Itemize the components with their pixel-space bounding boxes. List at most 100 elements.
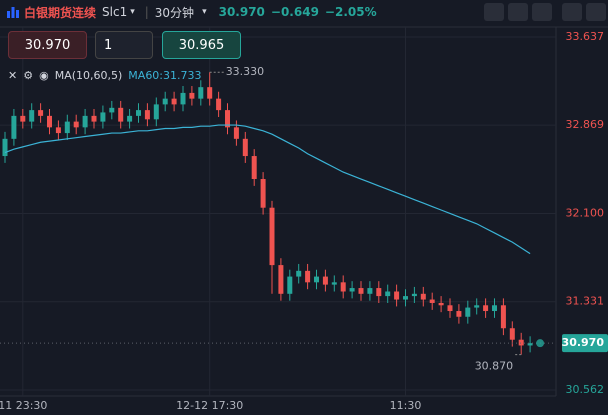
candle-body	[260, 179, 266, 208]
candle-body	[474, 305, 480, 308]
close-icon[interactable]: ✕	[8, 69, 18, 82]
x-tick-label: 12-12 17:30	[176, 399, 243, 412]
candle-body	[385, 291, 391, 297]
candle-body	[20, 115, 26, 122]
toolbar: 白银期货连续 Slc1 ▾ | 30分钟 ▾ 30.970 −0.649 −2.05…	[0, 0, 608, 24]
last-price-tag	[562, 334, 608, 353]
tool-button[interactable]	[562, 3, 582, 21]
tool-button[interactable]	[586, 3, 606, 21]
eye-icon[interactable]: ◉	[39, 69, 49, 82]
dropdown-arrow[interactable]: ▾	[202, 7, 207, 17]
price-change-pct: −2.05%	[324, 5, 377, 19]
x-tick-label: 11 23:30	[0, 399, 47, 412]
candle-body	[180, 92, 186, 105]
candle-body	[207, 87, 213, 99]
candle-body	[287, 276, 293, 294]
y-tick-label: 33.637	[566, 30, 605, 43]
candle-body	[64, 121, 70, 134]
candle-body	[29, 110, 35, 122]
candle-body	[358, 288, 364, 294]
candle-body	[483, 305, 489, 312]
candle-body	[376, 288, 382, 297]
x-tick-label: 11:30	[390, 399, 422, 412]
candle-body	[38, 110, 44, 116]
candle-body	[225, 110, 230, 128]
tool-button[interactable]	[484, 3, 504, 21]
last-price: 30.970	[218, 5, 265, 19]
ma-value: MA60:31.733	[128, 69, 202, 82]
candle-body	[91, 115, 97, 122]
candle-body	[367, 288, 373, 294]
candle-body	[296, 270, 302, 277]
high-label: 33.330	[226, 65, 265, 78]
candle-body	[242, 138, 248, 157]
chart-icon	[7, 7, 19, 18]
candle-body	[47, 115, 52, 128]
candle-body	[500, 305, 506, 329]
candle-body	[144, 110, 150, 120]
candle-body	[394, 291, 400, 300]
y-tick-label: 31.331	[566, 295, 605, 308]
tool-button[interactable]	[532, 3, 552, 21]
candle-body	[11, 115, 17, 139]
dropdown-arrow[interactable]: ▾	[130, 7, 135, 17]
candle-body	[438, 302, 444, 306]
candle-body	[411, 293, 417, 297]
candle-body	[2, 138, 8, 157]
indicator-name: MA(10,60,5)	[54, 69, 123, 82]
candle-body	[269, 207, 275, 266]
y-tick-label: 30.562	[566, 383, 605, 396]
candle-body	[100, 112, 106, 122]
candle-body	[331, 282, 337, 285]
candle-body	[109, 107, 115, 113]
candle-body	[456, 311, 462, 317]
candle-body	[340, 282, 346, 292]
sell-price[interactable]: 30.970	[8, 31, 87, 59]
price-change: −0.649	[270, 5, 319, 19]
candle-body	[492, 305, 497, 312]
candle-body	[171, 98, 177, 105]
candle-body	[136, 110, 141, 116]
settings-icon[interactable]: ⚙	[23, 69, 34, 82]
candle-body	[73, 121, 79, 128]
buy-price[interactable]: 30.965	[162, 31, 241, 59]
candle-body	[322, 276, 328, 285]
candle-body	[189, 92, 195, 99]
candle-body	[420, 293, 426, 300]
candle-body	[518, 339, 524, 346]
candle-body	[278, 265, 284, 294]
indicator-legend: ✕ ⚙ ◉ MA(10,60,5) MA60:31.733	[8, 69, 202, 82]
candle-body	[118, 107, 124, 122]
symbol-code[interactable]: Slc1	[102, 5, 128, 19]
candle-body	[162, 98, 168, 105]
last-price-dot	[536, 339, 545, 348]
low-label: 30.870	[475, 360, 514, 373]
y-tick-label: 32.869	[566, 118, 605, 131]
quantity-input[interactable]: 1	[95, 31, 153, 59]
candle-body	[305, 270, 311, 283]
candle-body	[403, 296, 408, 300]
ma-line	[4, 124, 531, 255]
candle-body	[198, 87, 204, 99]
candle-body	[314, 276, 319, 283]
candle-body	[429, 299, 435, 303]
candle-body	[349, 288, 355, 292]
y-tick-label: 32.100	[566, 206, 605, 219]
candle-body	[82, 115, 88, 128]
candle-body	[251, 156, 257, 180]
candle-body	[233, 127, 239, 139]
candle-body	[55, 127, 61, 134]
candle-body	[127, 115, 133, 122]
candle-body	[447, 305, 453, 312]
candle-body	[527, 343, 533, 346]
tool-button[interactable]	[508, 3, 528, 21]
interval[interactable]: 30分钟	[154, 5, 195, 20]
candle-body	[465, 307, 471, 317]
separator: |	[144, 5, 149, 19]
last-price-label: 30.970	[562, 336, 605, 349]
candle-body	[216, 98, 222, 111]
symbol-name[interactable]: 白银期货连续	[24, 5, 97, 20]
candle-body	[153, 104, 159, 120]
